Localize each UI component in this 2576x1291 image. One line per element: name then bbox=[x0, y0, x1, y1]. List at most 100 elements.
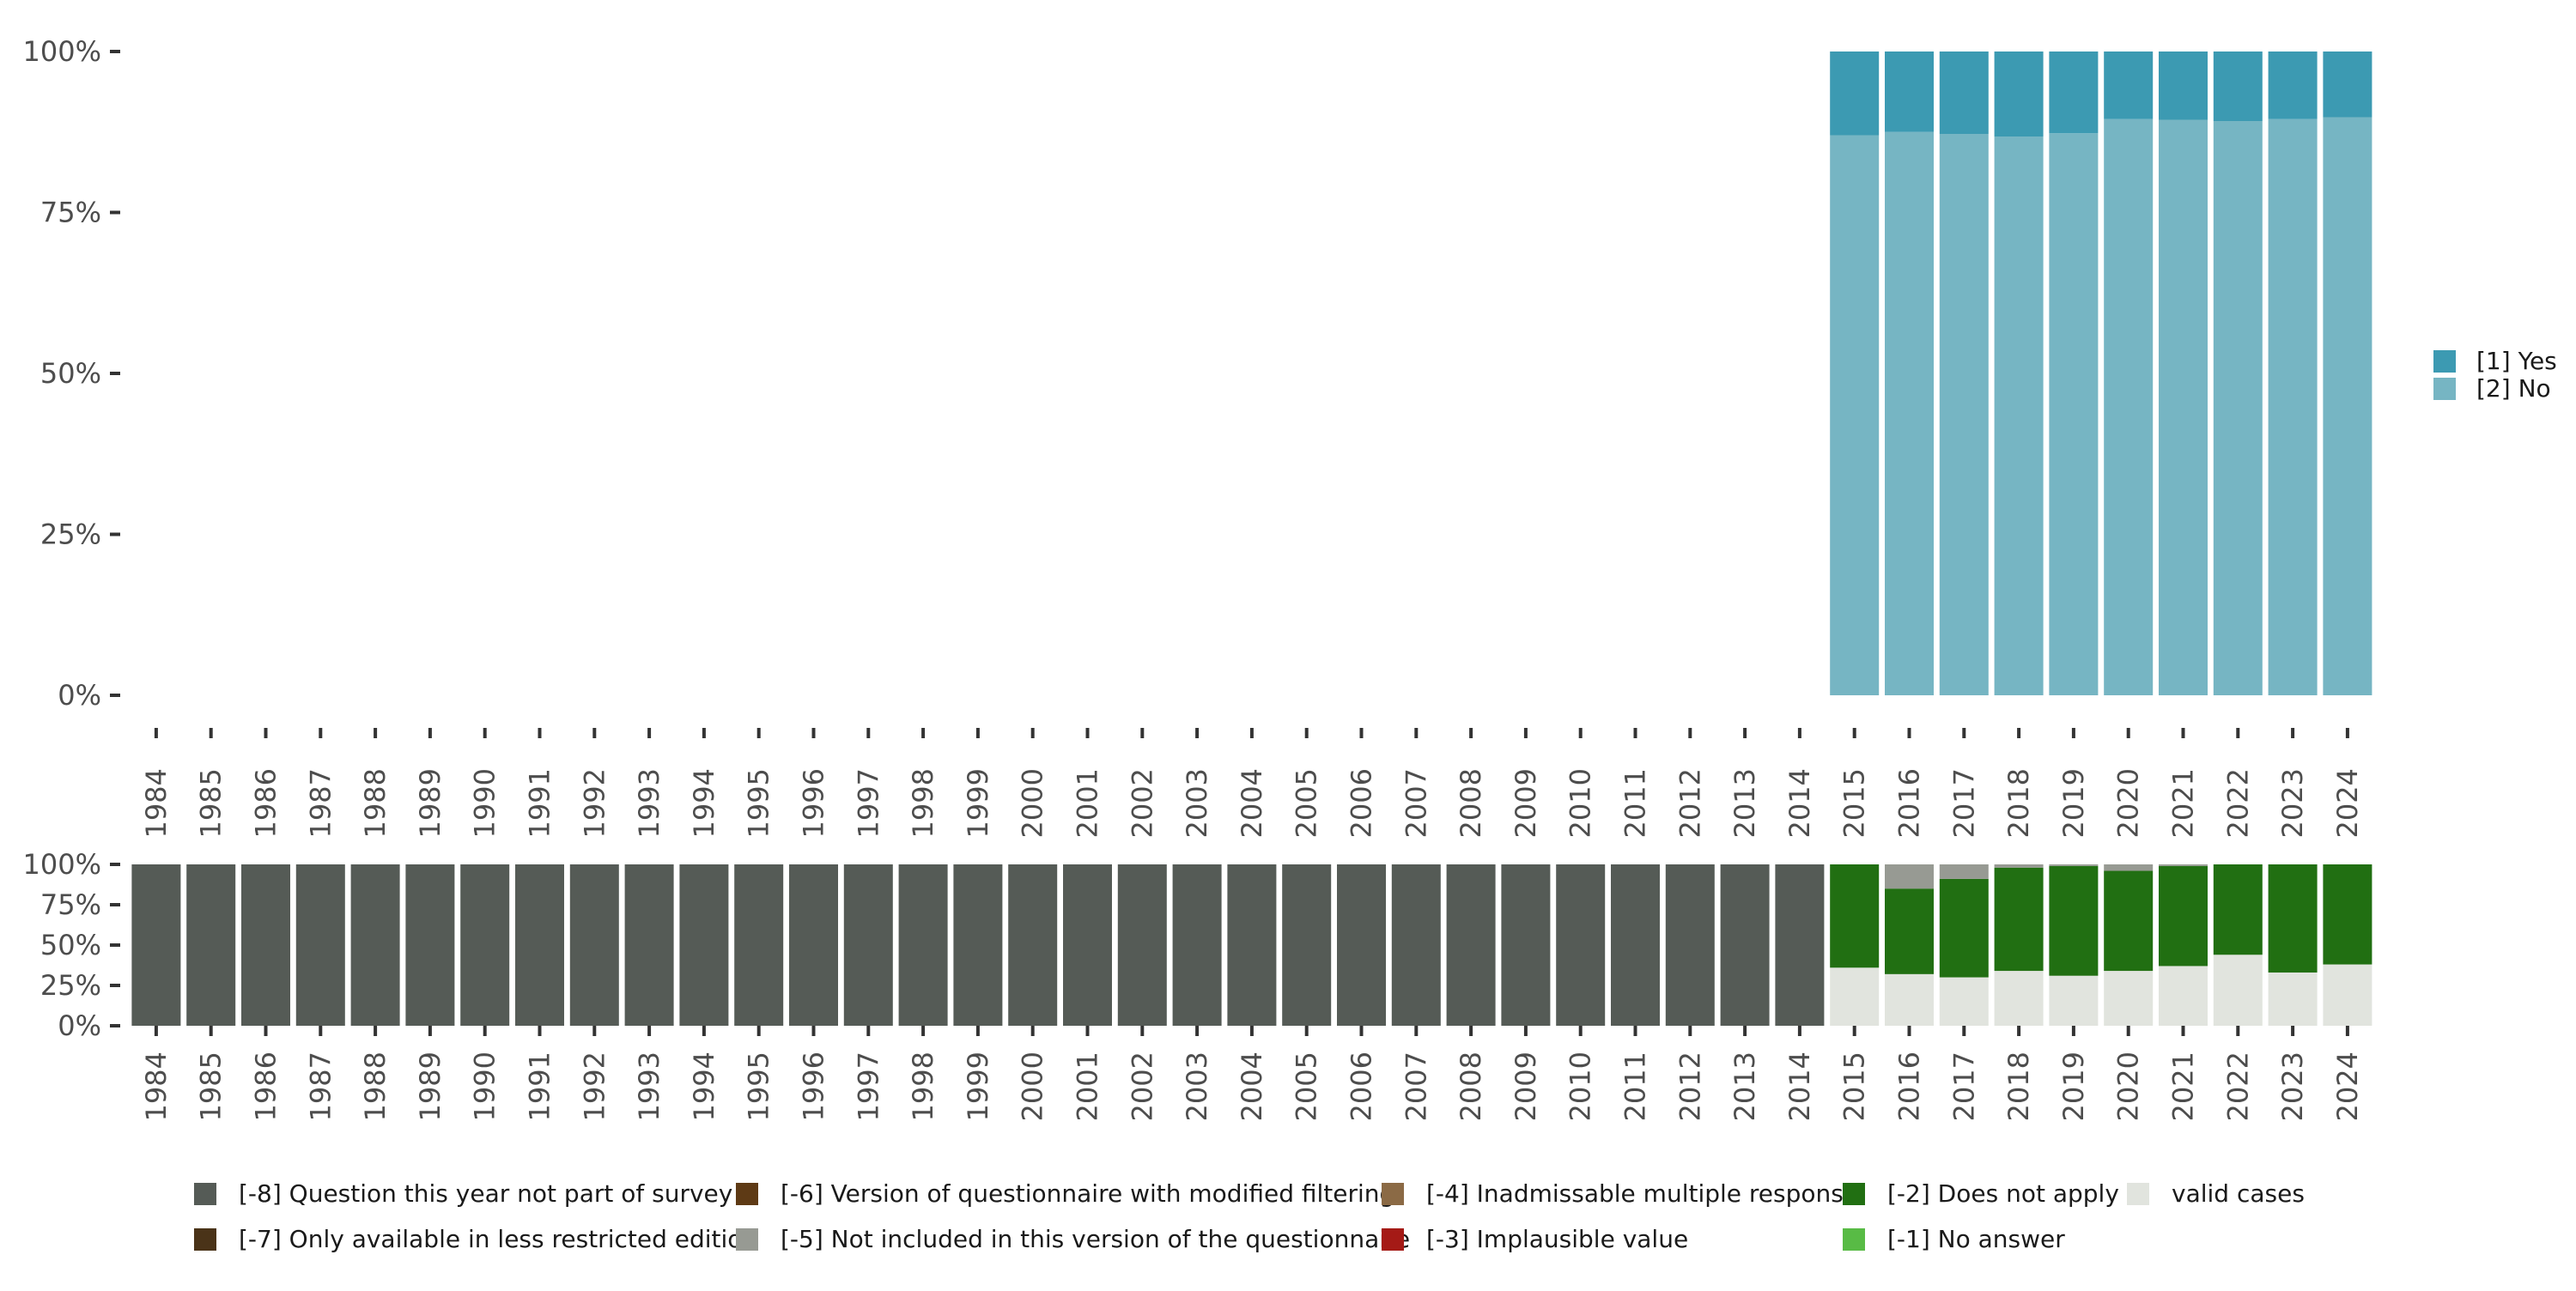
chart2-bar-1984 bbox=[131, 864, 181, 1026]
chart2-bar-2017 bbox=[1939, 878, 1989, 978]
chart2-x-tick-label: 1991 bbox=[524, 1052, 556, 1121]
chart2-legend-label: valid cases bbox=[2172, 1179, 2305, 1208]
chart2-x-tick-label: 2019 bbox=[2057, 1052, 2090, 1121]
chart2-bar-2015 bbox=[1830, 864, 1880, 968]
chart2-bar-2020 bbox=[2104, 864, 2154, 871]
chart1-x-tick-label: 2002 bbox=[1126, 768, 1158, 838]
chart1-x-tick-label: 1987 bbox=[304, 768, 337, 838]
chart2-bar-2018 bbox=[1994, 864, 2044, 868]
chart2-x-tick-label: 2001 bbox=[1072, 1052, 1104, 1121]
chart1-x-tick-label: 1995 bbox=[743, 768, 775, 838]
chart2-legend-swatch bbox=[194, 1228, 216, 1251]
chart2-bar-2017 bbox=[1939, 864, 1989, 879]
chart2-x-tick-label: 2008 bbox=[1455, 1052, 1487, 1121]
chart2-legend-label: [-2] Does not apply bbox=[1887, 1179, 2119, 1208]
chart1-x-tick-label: 1984 bbox=[140, 768, 173, 838]
chart2-bar-2024 bbox=[2323, 964, 2372, 1026]
chart1-legend-label: [1] Yes bbox=[2476, 347, 2557, 375]
chart2-bar-2008 bbox=[1446, 864, 1496, 1026]
chart2-x-tick-label: 2016 bbox=[1893, 1052, 1926, 1121]
chart1-x-tick-label: 2013 bbox=[1728, 768, 1761, 838]
chart1-x-tick-label: 1985 bbox=[195, 768, 228, 838]
chart1-bar-2024 bbox=[2323, 117, 2372, 695]
chart2-x-tick-label: 2005 bbox=[1291, 1052, 1323, 1121]
chart1-x-tick-label: 1994 bbox=[688, 768, 720, 838]
chart2-legend-swatch bbox=[194, 1183, 216, 1205]
chart2-x-tick-label: 1992 bbox=[578, 1052, 611, 1121]
chart2-legend-label: [-5] Not included in this version of the… bbox=[781, 1225, 1410, 1253]
chart2-bar-2010 bbox=[1556, 864, 1606, 1026]
chart2-x-tick-label: 2009 bbox=[1510, 1052, 1542, 1121]
chart1-bar-2023 bbox=[2268, 118, 2318, 695]
chart2-x-tick-label: 2015 bbox=[1838, 1052, 1871, 1121]
chart1-bar-2024 bbox=[2323, 52, 2372, 118]
chart2-bar-2017 bbox=[1939, 977, 1989, 1026]
chart1-y-tick-label: 75% bbox=[40, 197, 101, 229]
chart1-x-tick-label: 2008 bbox=[1455, 768, 1487, 838]
chart1-x-tick-label: 2021 bbox=[2167, 768, 2200, 838]
chart2-bar-2018 bbox=[1994, 867, 2044, 972]
chart1-x-tick-label: 2015 bbox=[1838, 768, 1871, 838]
chart2-bar-1986 bbox=[241, 864, 290, 1026]
chart1-x-tick-label: 1988 bbox=[359, 768, 392, 838]
chart1-y-tick-label: 0% bbox=[58, 679, 101, 712]
chart1-bar-2019 bbox=[2049, 133, 2099, 695]
chart1-x-tick-label: 2014 bbox=[1783, 768, 1816, 838]
chart2-bar-2001 bbox=[1063, 864, 1112, 1026]
chart1-x-tick-label: 2003 bbox=[1181, 768, 1213, 838]
chart2-y-tick-label: 0% bbox=[58, 1009, 101, 1042]
chart2-legend-label: [-4] Inadmissable multiple response bbox=[1426, 1179, 1858, 1208]
chart2-legend-swatch bbox=[2127, 1183, 2149, 1205]
chart2-bar-1995 bbox=[734, 864, 784, 1026]
chart1-x-tick-label: 2019 bbox=[2057, 768, 2090, 838]
chart1-x-tick-label: 2009 bbox=[1510, 768, 1542, 838]
chart1-x-tick-label: 2011 bbox=[1619, 768, 1652, 838]
chart2-x-tick-label: 2000 bbox=[1017, 1052, 1049, 1121]
chart1-bar-2023 bbox=[2268, 52, 2318, 119]
chart1-x-tick-label: 2004 bbox=[1236, 768, 1268, 838]
chart2-x-tick-label: 1996 bbox=[798, 1052, 830, 1121]
chart1-x-tick-label: 2022 bbox=[2221, 768, 2254, 838]
chart2-bar-2016 bbox=[1885, 888, 1934, 974]
chart2-bar-2020 bbox=[2104, 971, 2154, 1026]
chart1-y-tick-label: 25% bbox=[40, 518, 101, 551]
chart2-x-tick-label: 2020 bbox=[2112, 1052, 2145, 1121]
chart1-bar-2016 bbox=[1885, 52, 1934, 132]
chart2-x-tick-label: 1985 bbox=[195, 1052, 228, 1121]
chart1-legend-label: [2] No bbox=[2476, 374, 2551, 403]
chart2-x-tick-label: 2002 bbox=[1126, 1052, 1158, 1121]
chart2-bar-2024 bbox=[2323, 864, 2372, 965]
chart2-bar-2023 bbox=[2268, 864, 2318, 973]
chart1-bar-2020 bbox=[2104, 118, 2154, 695]
chart2-bar-1990 bbox=[460, 864, 510, 1026]
chart2-legend-label: [-1] No answer bbox=[1887, 1225, 2065, 1253]
chart2-bar-2005 bbox=[1282, 864, 1332, 1026]
chart2-x-tick-label: 2011 bbox=[1619, 1052, 1652, 1121]
chart1-x-tick-label: 2020 bbox=[2112, 768, 2145, 838]
chart1-x-tick-label: 2024 bbox=[2331, 768, 2364, 838]
chart1-bar-2019 bbox=[2049, 52, 2099, 134]
chart1-bar-2015 bbox=[1830, 52, 1880, 136]
chart2-x-tick-label: 1998 bbox=[907, 1052, 939, 1121]
chart2-bar-2020 bbox=[2104, 870, 2154, 972]
chart2-bar-2000 bbox=[1008, 864, 1058, 1026]
chart2-x-tick-label: 1999 bbox=[962, 1052, 994, 1121]
chart2-x-tick-label: 2007 bbox=[1400, 1052, 1432, 1121]
chart1-y-tick-label: 50% bbox=[40, 357, 101, 390]
chart2-x-tick-label: 1993 bbox=[633, 1052, 665, 1121]
chart2-bar-2015 bbox=[1830, 967, 1880, 1026]
chart2-bar-2016 bbox=[1885, 973, 1934, 1026]
chart1-x-tick-label: 1986 bbox=[250, 768, 283, 838]
chart2-y-tick-label: 75% bbox=[40, 888, 101, 921]
chart2-legend-swatch bbox=[1843, 1183, 1865, 1205]
chart2-legend-swatch bbox=[1843, 1228, 1865, 1251]
chart1-bar-2015 bbox=[1830, 135, 1880, 695]
chart1-x-tick-label: 2012 bbox=[1674, 768, 1706, 838]
chart2-bar-2022 bbox=[2213, 955, 2263, 1026]
chart1-bar-2018 bbox=[1994, 136, 2044, 695]
chart2-y-tick-label: 50% bbox=[40, 929, 101, 961]
chart2-bar-2013 bbox=[1720, 864, 1770, 1026]
chart2-legend-swatch bbox=[736, 1183, 758, 1205]
